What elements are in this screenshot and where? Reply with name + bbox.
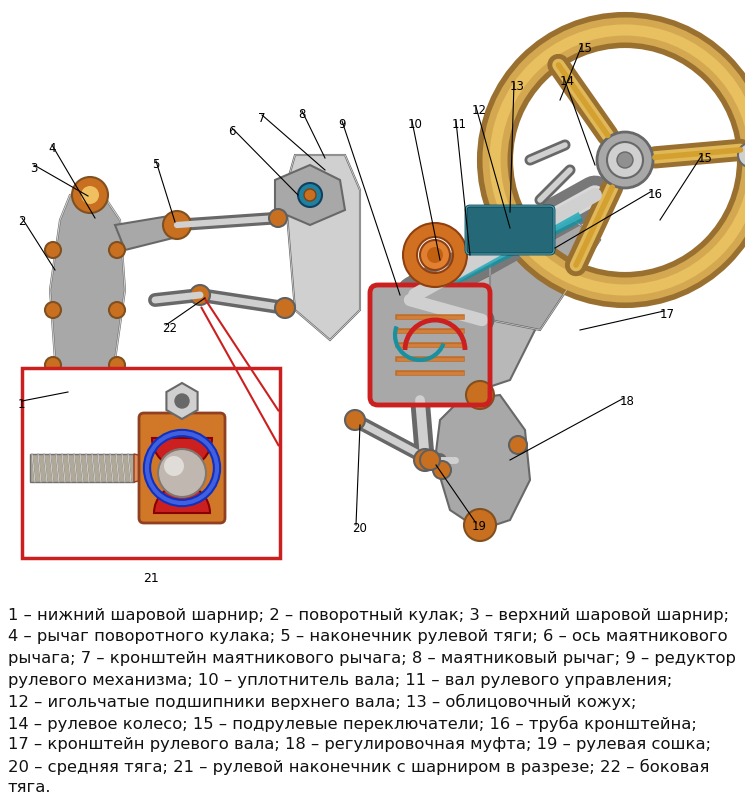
Text: 3: 3 xyxy=(30,162,37,175)
Circle shape xyxy=(420,450,440,470)
Text: 17: 17 xyxy=(660,308,675,321)
Circle shape xyxy=(617,152,633,168)
Text: 4: 4 xyxy=(48,142,55,155)
Circle shape xyxy=(109,302,125,318)
Text: 5: 5 xyxy=(152,158,159,171)
Wedge shape xyxy=(158,449,206,473)
FancyBboxPatch shape xyxy=(370,285,490,405)
Circle shape xyxy=(738,143,745,167)
Text: 1: 1 xyxy=(18,398,25,411)
Polygon shape xyxy=(415,265,550,400)
Circle shape xyxy=(420,240,450,270)
Text: 7: 7 xyxy=(258,112,265,125)
Text: 18: 18 xyxy=(620,395,635,408)
Polygon shape xyxy=(285,155,360,340)
Circle shape xyxy=(75,382,95,402)
Text: 21: 21 xyxy=(143,572,159,585)
Text: 4 – рычаг поворотного кулака; 5 – наконечник рулевой тяги; 6 – ось маятникового: 4 – рычаг поворотного кулака; 5 – наконе… xyxy=(8,630,728,645)
Circle shape xyxy=(464,509,496,541)
FancyBboxPatch shape xyxy=(466,206,554,254)
Circle shape xyxy=(433,461,451,479)
Circle shape xyxy=(304,189,316,201)
Text: 10: 10 xyxy=(408,118,423,131)
Circle shape xyxy=(65,372,105,412)
Circle shape xyxy=(164,456,184,476)
Circle shape xyxy=(427,247,443,263)
Circle shape xyxy=(607,142,643,178)
Circle shape xyxy=(190,285,210,305)
Circle shape xyxy=(269,209,287,227)
Text: 12: 12 xyxy=(472,104,487,117)
Text: 14 – рулевое колесо; 15 – подрулевые переключатели; 16 – труба кронштейна;: 14 – рулевое колесо; 15 – подрулевые пер… xyxy=(8,715,697,732)
Polygon shape xyxy=(115,215,185,250)
Text: 19: 19 xyxy=(472,520,487,533)
Circle shape xyxy=(466,381,494,409)
Text: 22: 22 xyxy=(162,322,177,335)
Circle shape xyxy=(175,394,189,408)
Circle shape xyxy=(509,436,527,454)
Text: рычага; 7 – кронштейн маятникового рычага; 8 – маятниковый рычаг; 9 – редуктор: рычага; 7 – кронштейн маятникового рычаг… xyxy=(8,651,736,666)
Text: 1 – нижний шаровой шарнир; 2 – поворотный кулак; 3 – верхний шаровой шарнир;: 1 – нижний шаровой шарнир; 2 – поворотны… xyxy=(8,608,729,623)
Circle shape xyxy=(163,211,191,239)
Text: тяга.: тяга. xyxy=(8,780,51,795)
Text: 9: 9 xyxy=(338,118,346,131)
Text: 16: 16 xyxy=(648,188,663,201)
Text: 11: 11 xyxy=(452,118,467,131)
Text: 8: 8 xyxy=(298,108,305,121)
Circle shape xyxy=(109,242,125,258)
Bar xyxy=(30,454,134,482)
Circle shape xyxy=(109,357,125,373)
Text: 6: 6 xyxy=(228,125,235,138)
Circle shape xyxy=(414,449,436,471)
Text: 15: 15 xyxy=(698,152,713,165)
Circle shape xyxy=(420,450,440,470)
Text: 20 – средняя тяга; 21 – рулевой наконечник с шарниром в разрезе; 22 – боковая: 20 – средняя тяга; 21 – рулевой наконечн… xyxy=(8,758,709,774)
Polygon shape xyxy=(50,190,125,390)
Circle shape xyxy=(597,132,653,188)
Circle shape xyxy=(275,298,295,318)
Text: 13: 13 xyxy=(510,80,525,93)
Text: рулевого механизма; 10 – уплотнитель вала; 11 – вал рулевого управления;: рулевого механизма; 10 – уплотнитель вал… xyxy=(8,673,672,687)
Circle shape xyxy=(158,449,206,497)
Polygon shape xyxy=(435,395,530,530)
Wedge shape xyxy=(403,223,467,287)
Text: 14: 14 xyxy=(560,75,575,88)
Circle shape xyxy=(72,177,108,213)
Text: 15: 15 xyxy=(578,42,593,55)
Polygon shape xyxy=(134,454,152,482)
Text: 20: 20 xyxy=(352,522,367,535)
Wedge shape xyxy=(152,438,212,468)
Circle shape xyxy=(45,357,61,373)
Circle shape xyxy=(45,242,61,258)
Wedge shape xyxy=(154,485,210,513)
Circle shape xyxy=(81,186,99,204)
Text: 12 – игольчатые подшипники верхнего вала; 13 – облицовочный кожух;: 12 – игольчатые подшипники верхнего вала… xyxy=(8,694,636,710)
Polygon shape xyxy=(275,165,345,225)
Circle shape xyxy=(298,183,322,207)
Polygon shape xyxy=(490,210,600,330)
Bar xyxy=(22,368,280,558)
Text: 17 – кронштейн рулевого вала; 18 – регулировочная муфта; 19 – рулевая сошка;: 17 – кронштейн рулевого вала; 18 – регул… xyxy=(8,737,711,752)
Circle shape xyxy=(45,302,61,318)
Circle shape xyxy=(345,410,365,430)
Text: 2: 2 xyxy=(18,215,25,228)
FancyBboxPatch shape xyxy=(139,413,225,523)
